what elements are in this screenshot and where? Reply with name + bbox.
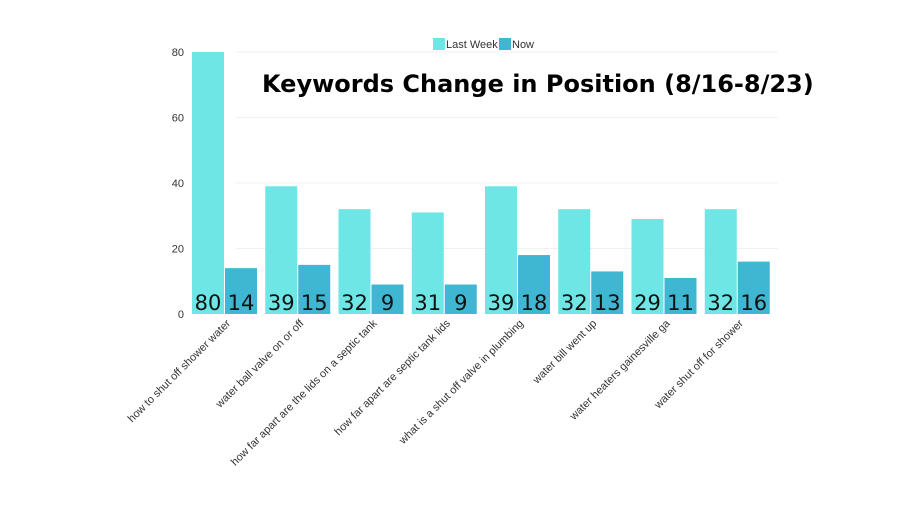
data-label-last-week: 29 [634, 291, 661, 315]
bar-last-week [411, 212, 444, 314]
bar-last-week [631, 219, 664, 314]
bar-now [591, 271, 624, 314]
y-tick-label: 40 [172, 178, 184, 190]
bar-now [298, 264, 331, 314]
bar-now [518, 255, 550, 314]
data-label-last-week: 31 [414, 291, 441, 315]
bar-last-week [192, 52, 224, 314]
bar-last-week [485, 186, 517, 314]
x-category-label: what is a shut off valve in plumbing [396, 318, 526, 448]
data-label-last-week: 32 [707, 291, 734, 315]
legend-label-last-week: Last Week [446, 39, 498, 51]
bar-last-week [265, 186, 298, 314]
data-label-now: 14 [228, 291, 255, 315]
x-category-label: how far apart are septic tank lids [332, 317, 453, 438]
legend-swatch-last-week [433, 38, 445, 50]
legend-label-now: Now [512, 39, 534, 51]
data-label-last-week: 39 [268, 291, 295, 315]
data-label-last-week: 80 [195, 291, 222, 315]
data-label-last-week: 32 [341, 291, 368, 315]
y-tick-label: 0 [178, 309, 184, 321]
data-label-now: 15 [301, 291, 328, 315]
x-category-label: water bill went up [530, 318, 599, 387]
y-tick-label: 60 [172, 113, 184, 125]
data-label-now: 9 [454, 291, 467, 315]
bar-now [444, 284, 477, 314]
y-tick-label: 20 [172, 244, 184, 256]
data-labels: 80 14 39 15 32 9 31 9 39 18 32 13 29 11 32 16 [195, 291, 767, 315]
x-category-label: how to shut off shower water [126, 317, 234, 425]
x-category-label: how far apart are the lids on a septic t… [229, 317, 380, 468]
bar-last-week [338, 209, 371, 314]
bar-now [664, 277, 697, 314]
chart-title: Keywords Change in Position (8/16-8/23) [262, 70, 814, 98]
bar-last-week [558, 209, 591, 314]
bars [192, 52, 770, 314]
data-label-now: 11 [667, 291, 694, 315]
bar-last-week [704, 209, 737, 314]
bar-now [225, 268, 257, 314]
data-label-last-week: 39 [488, 291, 515, 315]
y-tick-label: 80 [172, 47, 184, 59]
data-label-now: 13 [594, 291, 621, 315]
legend-swatch-now [499, 38, 511, 50]
data-label-now: 18 [521, 291, 548, 315]
data-label-last-week: 32 [561, 291, 588, 315]
bar-now [371, 284, 404, 314]
legend: Last Week Now [433, 38, 534, 51]
data-label-now: 16 [740, 291, 767, 315]
data-label-now: 9 [381, 291, 394, 315]
y-axis-ticks: 0 20 40 60 80 [172, 47, 184, 321]
bar-now [737, 261, 770, 314]
